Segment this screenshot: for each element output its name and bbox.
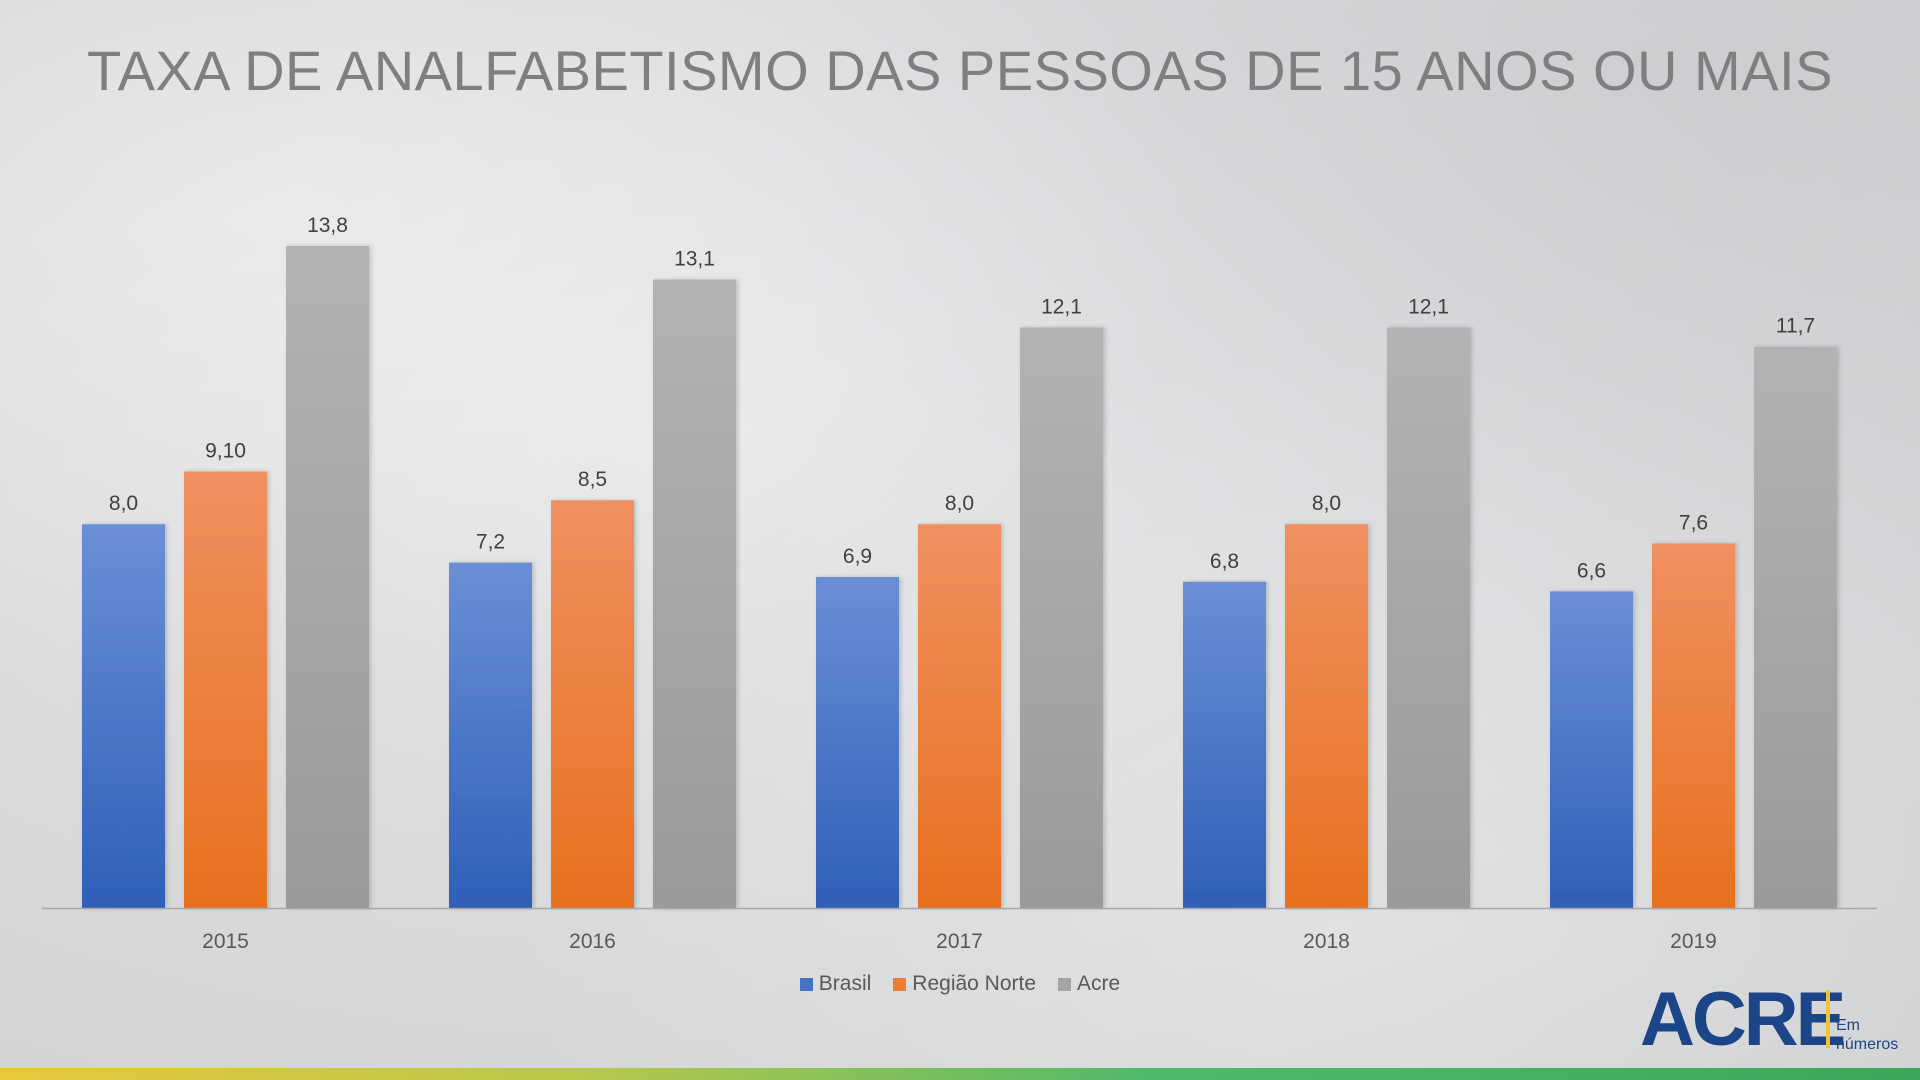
value-label-acre-2016: 13,1	[674, 248, 715, 271]
x-tick-label-2016: 2016	[569, 930, 616, 953]
bar-brasil-2015	[82, 524, 165, 908]
bar-regiao-norte-2018	[1285, 524, 1368, 908]
legend: Brasil Região Norte Acre	[0, 972, 1920, 996]
legend-label-regiao-norte: Região Norte	[912, 972, 1037, 995]
x-tick-label-2015: 2015	[202, 930, 249, 953]
value-label-brasil-2019: 6,6	[1577, 559, 1606, 582]
value-label-regiao-norte-2016: 8,5	[578, 468, 607, 491]
legend-item-regiao-norte: Região Norte	[893, 972, 1036, 996]
value-label-regiao-norte-2017: 8,0	[945, 492, 974, 515]
logo-sub-numeros: números	[1836, 1036, 1899, 1053]
legend-label-brasil: Brasil	[818, 972, 872, 995]
value-label-brasil-2017: 6,9	[843, 545, 872, 568]
chart-title: TAXA DE ANALFABETISMO DAS PESSOAS DE 15 …	[87, 39, 1833, 102]
value-label-acre-2018: 12,1	[1408, 296, 1449, 319]
bar-acre-2019	[1754, 346, 1837, 908]
bar-brasil-2016	[449, 562, 532, 908]
bar-regiao-norte-2016	[551, 500, 634, 908]
legend-swatch-acre	[1058, 977, 1072, 991]
value-label-brasil-2016: 7,2	[476, 531, 505, 554]
legend-item-brasil: Brasil	[799, 972, 872, 996]
value-label-acre-2015: 13,8	[307, 214, 348, 237]
legend-swatch-regiao-norte	[893, 977, 907, 991]
logo-accent-bar	[1826, 990, 1830, 1048]
value-label-brasil-2018: 6,8	[1210, 550, 1239, 573]
legend-swatch-brasil	[799, 977, 813, 991]
value-label-regiao-norte-2018: 8,0	[1312, 492, 1341, 515]
x-tick-labels-group: 2015 2016 2017 2018 2019	[202, 930, 1717, 953]
x-tick-label-2017: 2017	[936, 930, 983, 953]
bars-group	[82, 246, 1837, 908]
value-label-brasil-2015: 8,0	[109, 492, 138, 515]
value-label-regiao-norte-2019: 7,6	[1679, 511, 1708, 534]
bar-acre-2016	[653, 279, 736, 908]
bar-chart: 8,0 9,10 13,8 7,2 8,5 13,1 6,9 8,0 12,1 6,8 8,0 12,…	[42, 214, 1877, 953]
value-label-regiao-norte-2015: 9,10	[205, 439, 246, 462]
value-label-acre-2017: 12,1	[1041, 296, 1082, 319]
bar-acre-2018	[1387, 327, 1470, 908]
bar-regiao-norte-2015	[184, 471, 267, 908]
legend-label-acre: Acre	[1077, 972, 1121, 995]
bar-regiao-norte-2017	[918, 524, 1001, 908]
logo-acre-text: ACRE	[1640, 977, 1846, 1062]
value-labels-group: 8,0 9,10 13,8 7,2 8,5 13,1 6,9 8,0 12,1 6,8 8,0 12,…	[109, 214, 1815, 582]
bar-acre-2017	[1020, 327, 1103, 908]
x-tick-label-2018: 2018	[1303, 930, 1350, 953]
bottom-color-stripe	[0, 1068, 1920, 1080]
bar-acre-2015	[286, 246, 369, 908]
bar-brasil-2019	[1550, 591, 1633, 908]
bar-brasil-2018	[1183, 581, 1266, 908]
bar-brasil-2017	[816, 577, 899, 908]
logo-sub-em: Em	[1836, 1017, 1860, 1034]
legend-item-acre: Acre	[1058, 972, 1120, 996]
bar-regiao-norte-2019	[1652, 543, 1735, 908]
x-tick-label-2019: 2019	[1670, 930, 1717, 953]
value-label-acre-2019: 11,7	[1776, 315, 1815, 338]
